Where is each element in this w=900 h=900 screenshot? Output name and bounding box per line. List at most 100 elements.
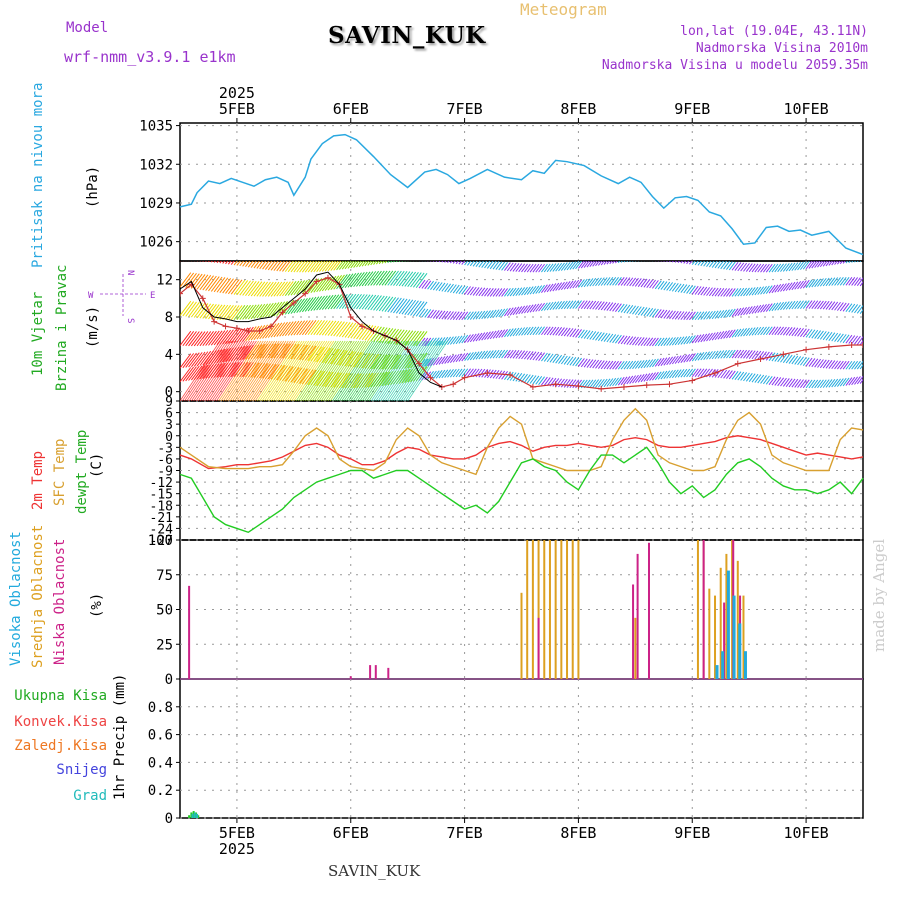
wind-barb	[498, 261, 506, 271]
y-tick-label: 4	[165, 347, 173, 363]
wind-barb	[344, 273, 357, 289]
wind-barb	[424, 309, 432, 318]
wind-barb	[299, 261, 309, 273]
wind-barb	[341, 273, 354, 289]
wind-barb	[412, 331, 425, 347]
wind-barb	[424, 337, 432, 347]
wind-barb	[495, 349, 503, 359]
wind-barb	[566, 356, 574, 366]
wind-barb	[629, 336, 637, 346]
wind-barb	[380, 340, 421, 401]
wind-barb	[350, 293, 362, 309]
wind-barb	[808, 379, 816, 389]
wind-barb	[552, 354, 560, 364]
wind-barb	[717, 331, 725, 340]
y-tick-label: 0.6	[148, 728, 173, 744]
wind-barb	[543, 353, 551, 362]
wind-barb	[296, 279, 308, 295]
wind-barb	[521, 350, 528, 360]
wind-barb	[845, 276, 853, 286]
wind-barb	[358, 324, 371, 340]
wind-barb	[751, 305, 759, 314]
wind-barb	[728, 349, 736, 359]
wind-barb	[771, 376, 779, 386]
wind-barb	[270, 281, 283, 297]
wind-barb	[194, 261, 195, 262]
wind-speed-marker	[552, 381, 559, 388]
wind-barb	[726, 288, 733, 297]
wind-barb	[842, 302, 850, 312]
wind-barb	[834, 378, 841, 388]
wind-barb	[828, 332, 836, 341]
wind-barb	[671, 355, 679, 365]
wind-barb	[455, 368, 463, 378]
y-tick-label: 3	[165, 418, 173, 433]
wind-barb	[785, 282, 793, 291]
wind-barb	[307, 261, 318, 273]
wind-barb	[356, 294, 368, 310]
wind-barb	[350, 261, 357, 269]
precip-legend-1: Konvek.Kisa	[14, 714, 107, 730]
wind-barb	[669, 356, 676, 365]
wind-barb	[674, 283, 682, 293]
wind-barb	[293, 340, 335, 401]
wind-barb	[481, 261, 488, 268]
wind-speed-marker	[211, 318, 218, 325]
wind-barb	[794, 356, 802, 365]
wind-barb	[452, 335, 460, 345]
wind-barb	[398, 271, 411, 287]
wind-barb	[353, 294, 365, 310]
wind-barb	[754, 263, 762, 273]
wind-barb	[620, 335, 628, 345]
wind-barb	[492, 288, 500, 297]
wind-barb	[785, 262, 793, 272]
y-tick-label: -15	[150, 488, 173, 503]
cloud-bar-2	[723, 602, 726, 679]
wind-barb	[199, 350, 212, 366]
wind-barb	[748, 263, 756, 273]
wind-barb	[748, 373, 756, 383]
wind-speed-marker	[416, 360, 423, 367]
wind-barb	[267, 343, 280, 359]
wind-barb	[626, 360, 634, 370]
wind-barb	[321, 320, 334, 336]
wind-barb	[387, 328, 399, 344]
wind-barb	[515, 327, 523, 337]
wind-barb	[262, 281, 274, 297]
wind-barb	[671, 369, 679, 379]
wind-barb	[541, 263, 548, 273]
wind-barb	[373, 270, 385, 286]
wind-barb	[543, 326, 551, 336]
cloud-bar-1	[696, 540, 699, 679]
wind-barb	[848, 360, 856, 370]
wind-barb	[825, 301, 833, 310]
wind-barb	[640, 359, 648, 369]
wind-barb	[334, 340, 376, 401]
wind-barb	[393, 329, 405, 345]
wind-barb	[717, 261, 725, 269]
wind-barb	[341, 322, 354, 338]
wind-barb	[657, 371, 665, 380]
wind-barb	[233, 261, 238, 266]
compass-s: S	[125, 318, 135, 323]
wind-barb	[799, 280, 807, 289]
wind-barb	[615, 276, 622, 286]
wind-barb	[819, 300, 827, 310]
wind-barb	[467, 261, 472, 266]
wind-barb	[256, 261, 264, 269]
wind-barb	[338, 261, 347, 270]
wind-barb	[541, 376, 548, 386]
wind-barb	[361, 325, 374, 341]
wind-barb	[723, 349, 730, 359]
wind-speed-marker	[279, 309, 286, 316]
wind-barb	[257, 340, 298, 401]
wind-barb	[680, 311, 688, 320]
wind-barb	[589, 300, 597, 310]
wind-barb	[828, 378, 836, 388]
wind-barb	[270, 340, 312, 401]
wind-barb	[284, 340, 326, 401]
cloud-bar-1	[566, 540, 569, 679]
wind-barb	[461, 311, 469, 321]
wind-barb	[740, 328, 748, 337]
wind-barb	[586, 330, 594, 340]
